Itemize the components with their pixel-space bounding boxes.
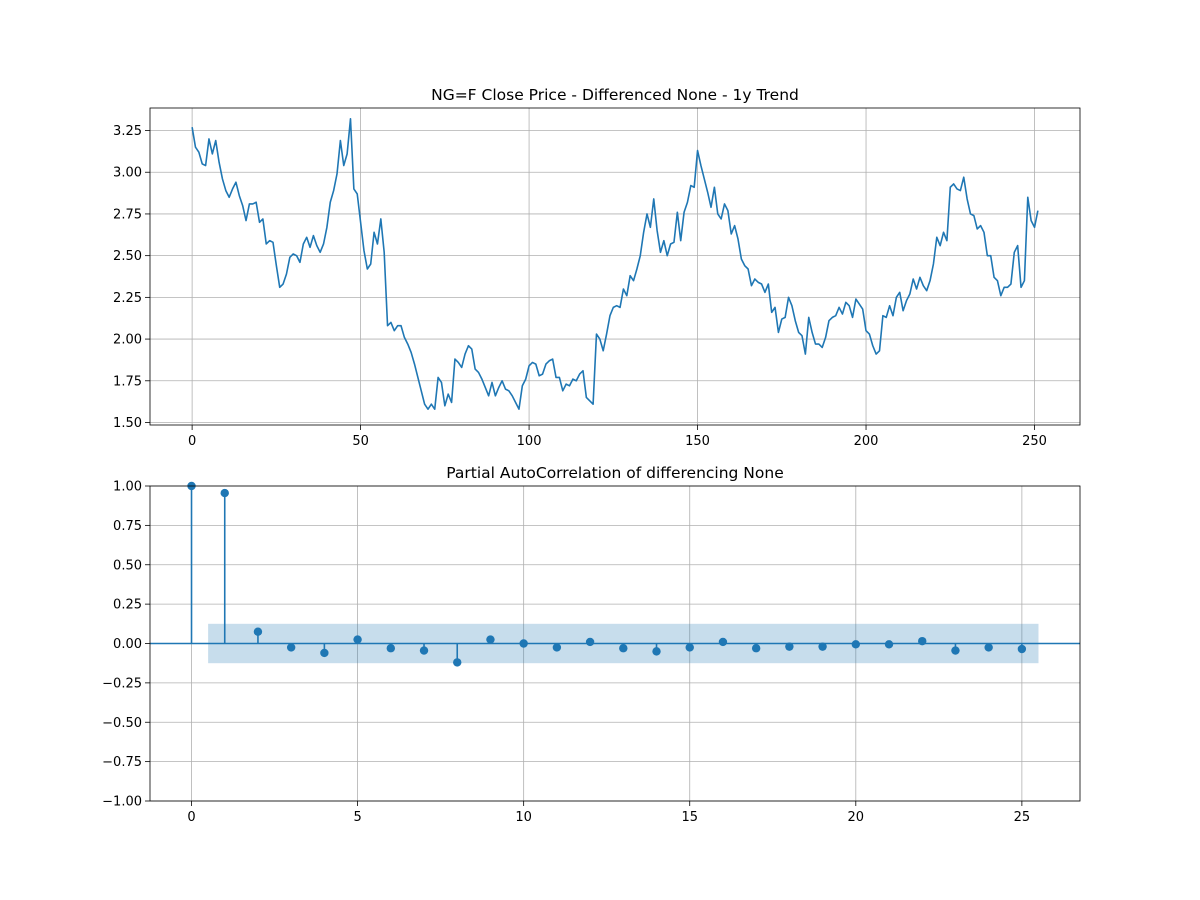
y-tick-label: 2.00 — [113, 333, 142, 348]
stem-marker — [851, 640, 861, 649]
y-tick-label: −0.75 — [102, 755, 142, 770]
pacf-y-ticks: −1.00 −0.75 −0.50 −0.25 0.00 0.25 0.50 0.75 1.00 — [102, 480, 150, 810]
stem-marker — [918, 636, 927, 646]
x-tick-label: 100 — [517, 434, 542, 449]
price-chart-title: NG=F Close Price - Differenced None - 1y… — [431, 86, 799, 104]
x-tick-label: 0 — [187, 810, 195, 825]
price-y-ticks: 1.50 1.75 2.00 2.25 2.50 2.75 3.00 3.25 — [113, 124, 150, 431]
stem-marker — [486, 635, 495, 644]
y-tick-label: 3.00 — [113, 166, 142, 181]
y-tick-label: 2.75 — [113, 207, 142, 222]
stem-marker — [751, 644, 761, 653]
pacf-stem-chart: 0 5 10 15 20 25 −1.00 −0.75 −0.50 −0.25 0.00 0.25 0… — [102, 464, 1081, 825]
y-tick-label: −1.00 — [102, 795, 142, 810]
y-tick-label: 2.50 — [113, 249, 142, 264]
stem-marker — [1017, 644, 1027, 654]
stem-marker — [419, 646, 429, 655]
y-tick-label: 1.00 — [113, 480, 142, 495]
pacf-stems — [150, 481, 1080, 667]
y-tick-label: 3.25 — [113, 124, 142, 139]
stem-marker — [818, 642, 827, 651]
y-tick-label: 0.75 — [113, 519, 142, 534]
x-tick-label: 50 — [352, 434, 369, 449]
stem-marker — [984, 643, 993, 652]
price-line-chart: 0 50 100 150 200 250 1.50 1.75 2.00 2.25 2.50 2.75… — [113, 86, 1081, 449]
stem-marker — [453, 658, 462, 667]
stem-marker — [552, 643, 562, 652]
stem-marker — [619, 644, 628, 653]
y-tick-label: −0.50 — [102, 716, 142, 731]
stem-marker — [652, 647, 661, 656]
y-tick-label: −0.25 — [102, 676, 142, 691]
x-tick-label: 10 — [515, 810, 532, 825]
pacf-x-ticks: 0 5 10 15 20 25 — [187, 801, 1030, 825]
y-tick-label: 2.25 — [113, 291, 142, 306]
x-tick-label: 200 — [854, 434, 879, 449]
y-tick-label: 1.75 — [113, 374, 142, 389]
stem-marker — [718, 637, 728, 647]
x-tick-label: 250 — [1022, 434, 1047, 449]
x-tick-label: 20 — [848, 810, 865, 825]
y-tick-label: 1.50 — [113, 416, 142, 431]
price-series — [191, 118, 1039, 410]
y-tick-label: 0.25 — [113, 598, 142, 613]
series-line — [191, 118, 1039, 410]
stem-marker — [519, 639, 528, 648]
stem-marker — [253, 627, 263, 636]
stem-marker — [884, 640, 894, 649]
x-tick-label: 25 — [1014, 810, 1031, 825]
stem-marker — [286, 643, 296, 652]
stem-marker — [320, 648, 329, 658]
stem-marker — [220, 488, 229, 498]
pacf-chart-title: Partial AutoCorrelation of differencing … — [446, 464, 784, 482]
price-x-ticks: 0 50 100 150 200 250 — [188, 425, 1047, 449]
stem-marker — [685, 643, 694, 652]
y-tick-label: 0.00 — [113, 637, 142, 652]
price-grid — [150, 108, 1080, 425]
x-tick-label: 5 — [353, 810, 361, 825]
x-tick-label: 150 — [685, 434, 710, 449]
stem-marker — [353, 635, 362, 644]
x-tick-label: 0 — [188, 434, 196, 449]
stem-marker — [785, 642, 794, 651]
y-tick-label: 0.50 — [113, 558, 142, 573]
x-tick-label: 15 — [681, 810, 698, 825]
stem-marker — [585, 637, 595, 647]
price-axes-frame — [149, 107, 1081, 426]
stem-marker — [386, 644, 396, 653]
stem-marker — [951, 646, 960, 655]
